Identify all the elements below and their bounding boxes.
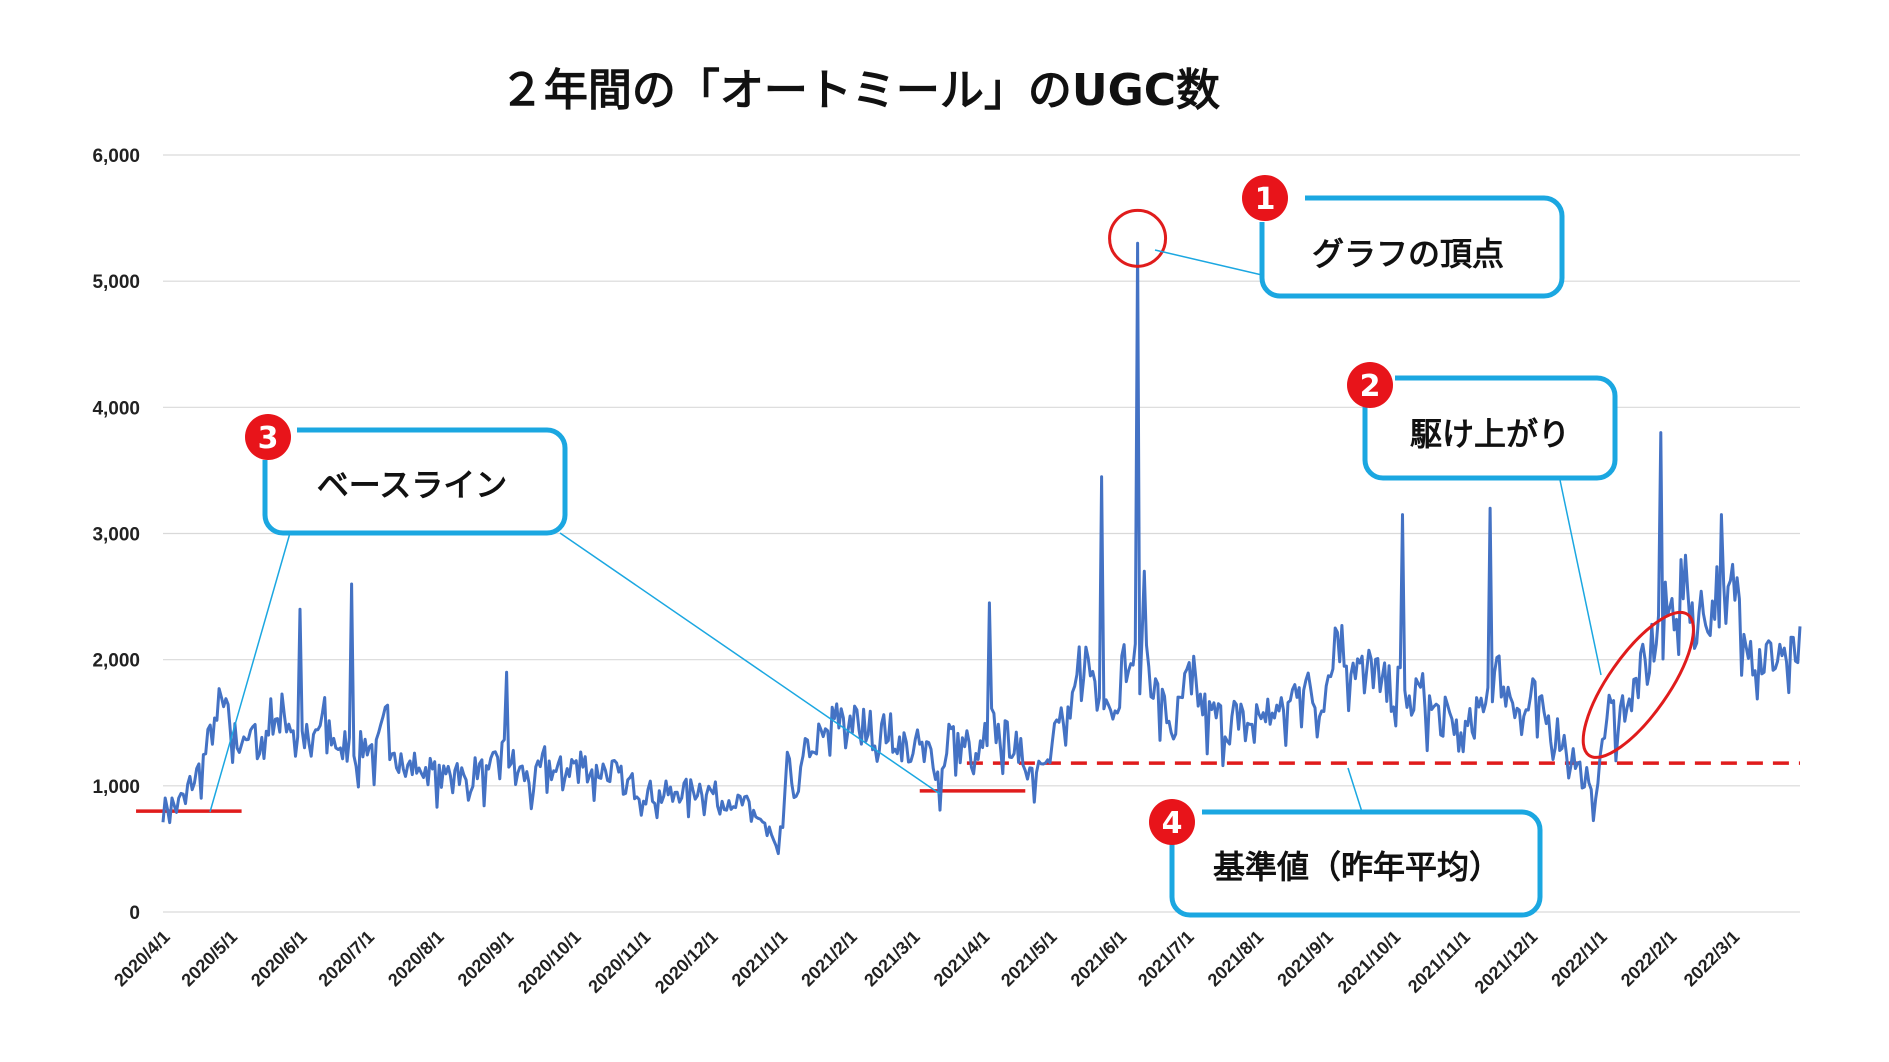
y-tick-label: 5,000 <box>92 272 140 293</box>
x-tick-label: 2020/6/1 <box>247 927 311 991</box>
y-tick-label: 4,000 <box>92 398 140 419</box>
chart-title: ２年間の「オートミール」のUGC数 <box>500 65 1220 116</box>
callout-1-badge <box>1242 175 1288 221</box>
callout-4-box <box>1169 809 1543 918</box>
callout-1-text: グラフの頂点 <box>1312 235 1504 273</box>
x-tick-label: 2022/3/1 <box>1680 927 1744 991</box>
callout-4-text: 基準値（昨年平均） <box>1213 848 1501 886</box>
x-tick-label: 2021/3/1 <box>860 927 924 991</box>
callout-2-leader <box>1559 479 1602 676</box>
x-tick-label: 2020/12/1 <box>651 927 722 998</box>
x-tick-label: 2020/5/1 <box>177 927 241 991</box>
callout-1: 1 グラフの頂点 <box>1154 175 1565 299</box>
y-axis-tick-labels: 0 1,000 2,000 3,000 4,000 5,000 6,000 <box>92 146 140 924</box>
callout-2-number: 2 <box>1360 369 1381 404</box>
x-tick-label: 2021/7/1 <box>1134 927 1198 991</box>
x-tick-label: 2022/1/1 <box>1547 927 1611 991</box>
y-tick-label: 1,000 <box>92 777 140 798</box>
callout-3-text: ベースライン <box>317 466 507 504</box>
x-tick-label: 2020/11/1 <box>584 927 654 997</box>
y-tick-label: 6,000 <box>92 146 140 167</box>
highlights <box>1108 208 1695 759</box>
rise-highlight-ellipse <box>1581 610 1695 759</box>
x-tick-label: 2021/8/1 <box>1204 927 1268 991</box>
callout-3-number: 3 <box>258 421 279 456</box>
callout-3-badge <box>245 414 291 460</box>
x-axis-tick-labels: 2020/4/1 2020/5/1 2020/6/1 2020/7/1 2020/8/1… <box>110 927 1743 998</box>
x-tick-label: 2021/9/1 <box>1273 927 1337 991</box>
callout-1-number: 1 <box>1255 182 1276 217</box>
x-tick-label: 2021/6/1 <box>1067 927 1131 991</box>
callout-1-box <box>1259 195 1565 299</box>
callout-3-leader-a <box>209 532 291 813</box>
x-tick-label: 2021/4/1 <box>930 927 994 991</box>
callout-3-box <box>262 427 568 536</box>
x-tick-label: 2021/10/1 <box>1334 927 1405 998</box>
x-tick-label: 2020/8/1 <box>384 927 448 991</box>
peak-highlight-circle <box>1108 208 1168 268</box>
callout-3-leader-b <box>559 532 941 795</box>
y-tick-label: 3,000 <box>92 525 140 546</box>
x-tick-label: 2020/7/1 <box>314 927 378 991</box>
y-tick-label: 0 <box>129 903 140 924</box>
x-tick-label: 2021/11/1 <box>1404 927 1474 997</box>
x-tick-label: 2021/5/1 <box>997 927 1061 991</box>
x-tick-label: 2020/4/1 <box>110 927 174 991</box>
callout-4-badge <box>1149 799 1195 845</box>
x-tick-label: 2022/2/1 <box>1617 927 1681 991</box>
callout-3: 3 ベースライン <box>209 414 941 813</box>
y-tick-label: 2,000 <box>92 651 140 672</box>
x-tick-label: 2020/10/1 <box>514 927 585 998</box>
callout-2-badge <box>1347 362 1393 408</box>
callout-2-text: 駆け上がり <box>1410 415 1570 453</box>
callout-2-box <box>1362 375 1618 481</box>
x-tick-label: 2021/1/1 <box>728 927 792 991</box>
series-line <box>161 241 1802 856</box>
callout-1-leader <box>1154 249 1263 276</box>
x-tick-label: 2020/9/1 <box>454 927 518 991</box>
x-tick-label: 2021/12/1 <box>1471 927 1542 998</box>
reference-markers <box>136 761 1800 813</box>
callout-4-number: 4 <box>1162 806 1183 841</box>
x-tick-label: 2021/2/1 <box>797 927 861 991</box>
callout-2: 2 駆け上がり <box>1345 362 1618 676</box>
callout-4-leader <box>1347 767 1363 813</box>
callout-4: 4 基準値（昨年平均） <box>1149 767 1543 918</box>
